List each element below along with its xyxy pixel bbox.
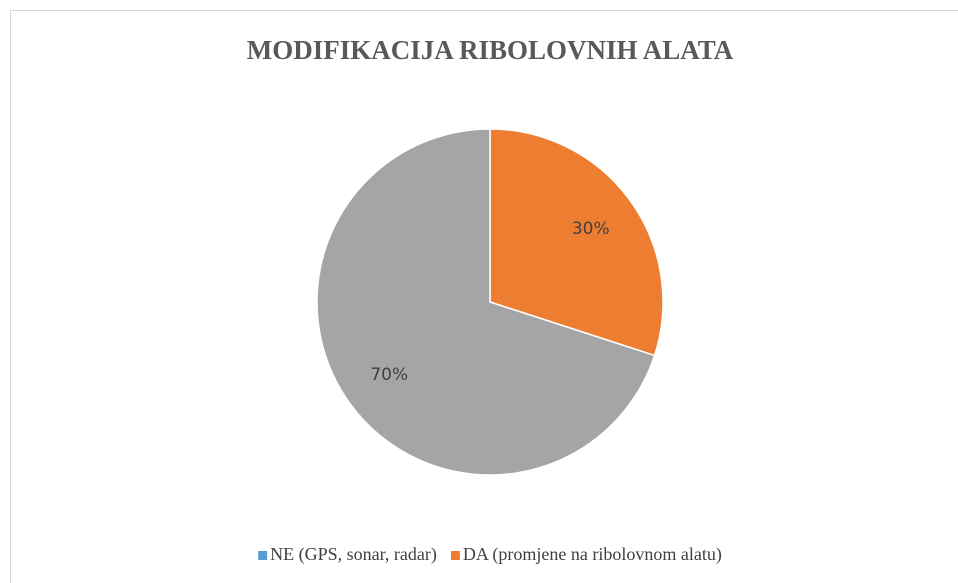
legend-label: NE (GPS, sonar, radar): [270, 544, 437, 565]
legend-label: DA (promjene na ribolovnom alatu): [463, 544, 722, 565]
data-label: 30%: [572, 219, 610, 239]
legend-swatch: [258, 551, 268, 560]
chart-title: MODIFIKACIJA RIBOLOVNIH ALATA: [247, 35, 734, 65]
legend-swatch: [450, 551, 460, 560]
pie-slice: [489, 128, 664, 357]
data-label: 70%: [370, 365, 408, 385]
pie-slice: [316, 128, 656, 476]
